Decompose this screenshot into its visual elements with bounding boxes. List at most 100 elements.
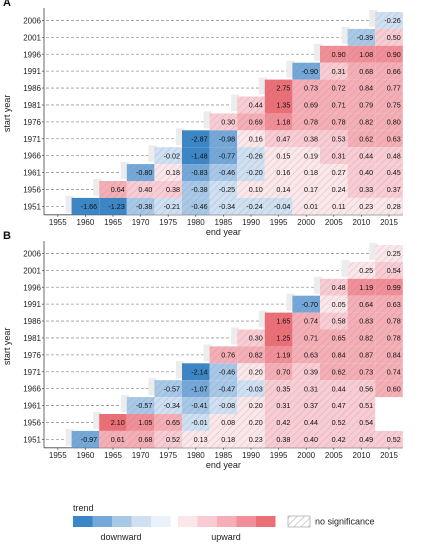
x-tick-label: 1955: [49, 451, 67, 460]
hatch-overlay: [375, 96, 403, 114]
hatch-overlay: [320, 197, 348, 215]
y-tick-label: 1956: [23, 418, 41, 427]
hatch-overlay: [237, 181, 265, 198]
hatch-overlay: [347, 164, 376, 181]
hatch-overlay: [209, 414, 238, 431]
hatch-overlay: [347, 261, 376, 279]
cell-value-label: -0.08: [219, 401, 235, 410]
row-step-shade: [314, 43, 322, 61]
cell-value-label: 0.74: [304, 317, 318, 326]
x-tick-label: 1980: [187, 451, 205, 460]
cell-value-label: 0.65: [332, 334, 346, 343]
cell-value-label: 0.33: [359, 185, 373, 194]
cell-value-label: 0.74: [387, 367, 401, 376]
hatch-overlay: [126, 414, 155, 431]
cell-value-label: 0.62: [359, 134, 373, 143]
hatch-overlay: [347, 62, 376, 80]
hatch-overlay: [182, 197, 210, 215]
hatch-overlay: [375, 28, 403, 46]
hatch-overlay: [209, 380, 238, 398]
cell-value-label: 0.31: [276, 401, 290, 410]
legend-title: trend: [73, 503, 94, 513]
x-tick-label: 2010: [353, 451, 371, 460]
hatch-overlay: [126, 430, 155, 448]
cell-value-label: 0.99: [387, 283, 401, 292]
hatch-overlay: [264, 79, 293, 97]
hatch-overlay: [209, 197, 238, 215]
y-tick-label: 1981: [23, 101, 41, 110]
hatch-overlay: [347, 45, 376, 63]
hatch-overlay: [320, 96, 348, 114]
row-step-shade: [341, 259, 350, 277]
x-tick-label: 1985: [215, 451, 233, 460]
cell-value-label: -0.02: [164, 151, 180, 160]
cell-value-label: 0.52: [166, 435, 180, 444]
hatch-overlay: [347, 28, 376, 46]
cell-value-label: 0.52: [387, 435, 401, 444]
hatch-overlay: [292, 62, 320, 80]
hatch-overlay: [292, 181, 320, 198]
cell-value-label: -1.07: [191, 384, 207, 393]
hatch-overlay: [375, 329, 403, 347]
hatch-overlay: [292, 130, 320, 148]
cell-value-label: 0.27: [332, 168, 346, 177]
cell-value-label: 0.78: [304, 117, 318, 126]
hatch-overlay: [209, 181, 238, 198]
cell-value-label: -0.83: [191, 168, 207, 177]
cell-value-label: -1.23: [108, 202, 124, 211]
x-tick-label: 2000: [297, 218, 315, 227]
hatch-overlay: [320, 113, 348, 131]
cell-value-label: 0.64: [111, 185, 125, 194]
cell-value-label: 0.50: [387, 33, 401, 42]
hatch-overlay: [209, 164, 238, 181]
cell-value-label: 0.47: [332, 401, 346, 410]
cell-value-label: 0.05: [332, 300, 346, 309]
cell-value-label: 0.37: [387, 185, 401, 194]
x-tick-label: 2005: [325, 218, 343, 227]
cell-value-label: 0.68: [359, 67, 373, 76]
cell-value-label: 0.11: [332, 202, 345, 211]
cell-value-label: 0.18: [221, 435, 235, 444]
hatch-overlay: [182, 380, 210, 398]
cell-value-label: -0.04: [274, 202, 290, 211]
hatch-overlay: [237, 96, 265, 114]
legend-swatch-upward: [217, 516, 237, 527]
cell-value-label: 0.25: [359, 266, 373, 275]
cell-value-label: 0.75: [387, 101, 401, 110]
hatch-overlay: [320, 329, 348, 347]
row-step-shade: [203, 111, 212, 129]
hatch-overlay: [71, 430, 100, 448]
y-tick-label: 1976: [23, 118, 41, 127]
x-tick-label: 2015: [380, 218, 398, 227]
cell-value-label: 0.71: [332, 101, 346, 110]
cell-value-label: 0.13: [194, 435, 208, 444]
cell-value-label: 0.82: [249, 350, 263, 359]
hatch-overlay: [99, 197, 127, 215]
hatch-overlay: [264, 113, 293, 131]
hatch-overlay: [347, 130, 376, 148]
cell-value-label: -0.98: [219, 134, 235, 143]
legend-swatch-upward: [197, 516, 217, 527]
row-step-shade: [93, 179, 102, 196]
cell-value-label: 0.37: [304, 401, 318, 410]
hatch-overlay: [347, 113, 376, 131]
hatch-overlay: [264, 397, 293, 414]
hatch-overlay: [375, 295, 403, 313]
cell-value-label: 0.01: [304, 202, 318, 211]
y-tick-label: 1966: [23, 152, 41, 161]
x-tick-label: 1975: [159, 218, 177, 227]
cell-value-label: 0.40: [359, 168, 373, 177]
x-tick-label: 2015: [380, 451, 398, 460]
cell-value-label: -0.21: [164, 202, 180, 211]
cell-value-label: -1.66: [81, 202, 97, 211]
y-tick-label: 1966: [23, 385, 41, 394]
legend-upward-label: upward: [211, 532, 241, 542]
hatch-overlay: [182, 147, 210, 165]
y-axis-title: start year: [2, 328, 12, 366]
cell-value-label: 0.44: [332, 384, 346, 393]
y-tick-label: 1991: [23, 300, 41, 309]
hatch-overlay: [292, 346, 320, 364]
